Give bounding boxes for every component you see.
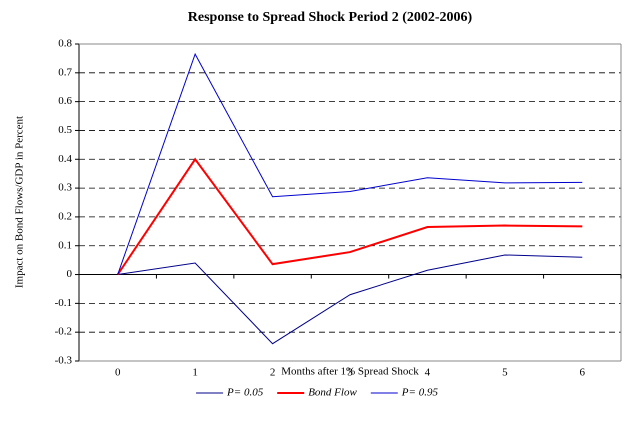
y-tick-label: 0.8 bbox=[58, 38, 72, 50]
y-tick-label: -0.1 bbox=[55, 297, 72, 309]
x-axis-label: Months after 1% Spread Shock bbox=[281, 366, 419, 378]
chart-title: Response to Spread Shock Period 2 (2002-… bbox=[188, 10, 473, 25]
legend-label: Bond Flow bbox=[308, 387, 357, 399]
y-tick-label: 0.2 bbox=[58, 210, 72, 222]
y-axis-label: Impact on Bond Flows/GDP in Percent bbox=[14, 116, 26, 288]
x-tick-label: 6 bbox=[580, 367, 586, 379]
y-tick-label: -0.3 bbox=[55, 355, 73, 367]
x-tick-label: 0 bbox=[115, 367, 121, 379]
y-tick-label: -0.2 bbox=[55, 326, 72, 338]
x-tick-label: 4 bbox=[425, 367, 431, 379]
series-line bbox=[117, 254, 583, 345]
y-tick-label: 0.4 bbox=[58, 153, 72, 165]
legend-label: P= 0.05 bbox=[226, 387, 264, 399]
y-tick-label: 0.3 bbox=[58, 182, 72, 194]
legend-label: P= 0.95 bbox=[401, 387, 439, 399]
x-tick-label: 5 bbox=[502, 367, 508, 379]
x-tick-label: 2 bbox=[270, 367, 276, 379]
y-tick-label: 0.1 bbox=[58, 239, 72, 251]
series-line bbox=[116, 157, 583, 276]
y-tick-label: 0.5 bbox=[58, 124, 72, 136]
series-line bbox=[117, 52, 583, 275]
x-tick-label: 3 bbox=[347, 367, 353, 379]
y-tick-label: 0 bbox=[67, 268, 73, 280]
y-tick-label: 0.7 bbox=[58, 66, 72, 78]
x-tick-label: 1 bbox=[192, 367, 198, 379]
y-tick-label: 0.6 bbox=[58, 95, 72, 107]
